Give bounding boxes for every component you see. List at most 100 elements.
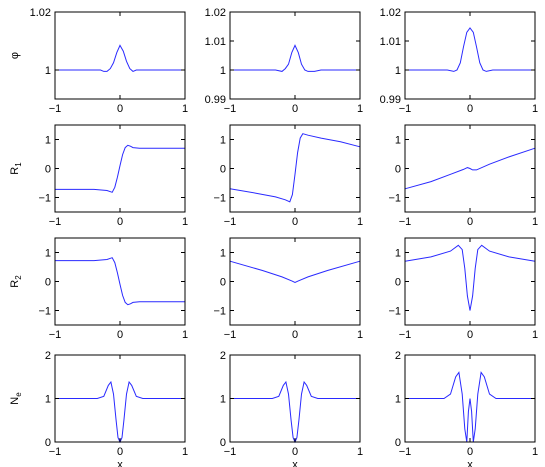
x-tick-label: −1 xyxy=(399,446,412,458)
axes-frame xyxy=(54,11,186,100)
series-line xyxy=(229,133,361,203)
y-tick-label: 0 xyxy=(395,164,401,176)
x-tick-label: 1 xyxy=(532,329,538,341)
axes-frame xyxy=(404,11,536,100)
y-tick-label: −1 xyxy=(213,306,226,318)
x-tick-label: 1 xyxy=(357,446,363,458)
x-tick-label: 0 xyxy=(467,446,473,458)
series-line xyxy=(405,371,535,443)
x-tick-label: −1 xyxy=(224,329,237,341)
subplot-r1c1: −1 0 1 1 1.02 φ xyxy=(9,7,188,115)
y-tick-label: 2 xyxy=(45,350,51,362)
x-axis-label: x xyxy=(292,459,298,467)
axes-frame xyxy=(229,237,361,326)
y-tick-label: 1.01 xyxy=(380,36,401,48)
x-tick-label: 1 xyxy=(182,446,188,458)
y-tick-label: 1 xyxy=(220,394,226,406)
x-tick-label: 1 xyxy=(182,329,188,341)
y-tick-label: 1 xyxy=(45,135,51,147)
y-tick-label: −1 xyxy=(213,193,226,205)
x-tick-label: −1 xyxy=(49,329,62,341)
series-line xyxy=(404,147,536,190)
x-tick-label: 1 xyxy=(182,103,188,115)
series-line xyxy=(404,244,536,311)
axes-frame xyxy=(229,124,361,213)
y-tick-label: −1 xyxy=(38,306,51,318)
y-tick-label: 0 xyxy=(45,437,51,449)
x-tick-label: 1 xyxy=(357,329,363,341)
x-tick-label: 1 xyxy=(357,216,363,228)
y-axis-label: Ne xyxy=(9,392,23,405)
y-tick-label: −1 xyxy=(388,306,401,318)
y-tick-label: −1 xyxy=(38,193,51,205)
x-tick-label: −1 xyxy=(49,446,62,458)
series-line xyxy=(405,27,535,72)
y-tick-label: 0 xyxy=(45,164,51,176)
x-tick-label: −1 xyxy=(49,216,62,228)
x-tick-label: −1 xyxy=(399,329,412,341)
axes-frame xyxy=(54,237,186,326)
y-tick-label: 1 xyxy=(220,135,226,147)
x-tick-label: 0 xyxy=(117,446,123,458)
y-tick-label: 0 xyxy=(45,277,51,289)
y-tick-label: 0 xyxy=(395,437,401,449)
subplot-r1c3: −1 0 1 0.99 1 1.01 1.02 xyxy=(380,7,538,115)
series-line xyxy=(55,380,185,444)
y-tick-label: 0.99 xyxy=(205,94,226,106)
x-tick-label: −1 xyxy=(399,216,412,228)
x-tick-label: 0 xyxy=(117,216,123,228)
subplot-r2c1: −1 0 1 −1 0 1 R1 xyxy=(9,124,188,228)
y-tick-label: 1 xyxy=(220,248,226,260)
y-tick-label: 0 xyxy=(395,277,401,289)
x-axis-label: x xyxy=(117,459,123,467)
subplot-r2c2: −1 0 1 −1 0 1 xyxy=(213,124,363,228)
y-tick-label: 2 xyxy=(220,350,226,362)
series-line xyxy=(55,44,185,72)
x-tick-label: 1 xyxy=(532,446,538,458)
x-tick-label: 0 xyxy=(467,329,473,341)
y-tick-label: 1 xyxy=(395,394,401,406)
y-tick-label: 1.01 xyxy=(205,36,226,48)
y-tick-label: 1 xyxy=(45,65,51,77)
subplot-r1c2: −1 0 1 0.99 1 1.01 1.02 xyxy=(205,7,363,115)
y-tick-label: 1 xyxy=(45,248,51,260)
y-axis-label: φ xyxy=(9,52,21,59)
x-tick-label: 0 xyxy=(292,216,298,228)
y-tick-label: 0 xyxy=(220,437,226,449)
y-tick-label: 0 xyxy=(220,164,226,176)
series-line xyxy=(55,144,185,193)
series-line xyxy=(230,44,360,72)
y-tick-label: 0 xyxy=(220,277,226,289)
subplot-r2c3: −1 0 1 −1 0 1 xyxy=(388,124,538,228)
y-tick-label: 1.02 xyxy=(205,7,226,19)
x-tick-label: −1 xyxy=(224,446,237,458)
x-tick-label: 0 xyxy=(117,329,123,341)
y-tick-label: 2 xyxy=(395,350,401,362)
x-tick-label: 1 xyxy=(532,103,538,115)
x-tick-label: 0 xyxy=(292,103,298,115)
y-tick-label: 1 xyxy=(395,65,401,77)
x-axis-label: x xyxy=(467,459,473,467)
series-line xyxy=(229,260,361,283)
x-tick-label: −1 xyxy=(224,216,237,228)
x-tick-label: 0 xyxy=(292,329,298,341)
series-line xyxy=(55,257,185,306)
x-tick-label: −1 xyxy=(224,103,237,115)
x-tick-label: 1 xyxy=(357,103,363,115)
x-tick-label: 0 xyxy=(117,103,123,115)
x-tick-label: 1 xyxy=(532,216,538,228)
x-tick-label: −1 xyxy=(49,103,62,115)
y-axis-label: R1 xyxy=(9,162,23,175)
y-tick-label: −1 xyxy=(388,193,401,205)
y-tick-label: 1.02 xyxy=(30,7,51,19)
axes-frame xyxy=(229,11,361,100)
y-tick-label: 0.99 xyxy=(380,94,401,106)
y-axis-label: R2 xyxy=(9,275,23,288)
x-tick-label: −1 xyxy=(399,103,412,115)
subplot-r3c3: −1 0 1 −1 0 1 xyxy=(388,237,538,341)
y-tick-label: 1 xyxy=(395,248,401,260)
